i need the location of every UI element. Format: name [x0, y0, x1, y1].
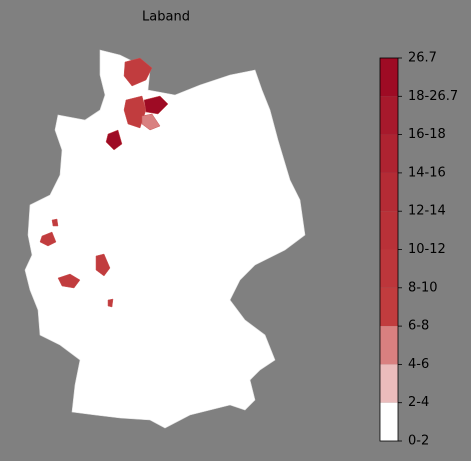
highlighted-regions	[39, 57, 169, 308]
colorbar-segment	[380, 402, 398, 441]
colorbar-segment	[380, 96, 398, 135]
germany-map	[24, 49, 306, 429]
colorbar-segment	[380, 326, 398, 365]
colorbar-segment	[380, 249, 398, 288]
colorbar-label: 6-8	[408, 319, 429, 334]
colorbar-segment	[380, 364, 398, 403]
colorbar-segment	[380, 134, 398, 173]
colorbar-segment	[380, 58, 398, 97]
colorbar-label: 26.7	[408, 51, 437, 66]
map-title: Laband	[142, 10, 190, 25]
colorbar-label: 10-12	[408, 242, 446, 257]
colorbar-segment	[380, 172, 398, 212]
colorbar-label: 8-10	[408, 280, 438, 295]
colorbar-label: 12-14	[408, 204, 446, 219]
colorbar: 26.7 18-26.7 16-18 14-16 12-14 10-12 8-10 6-8 4-…	[379, 51, 458, 449]
colorbar-label: 0-2	[408, 434, 429, 449]
colorbar-segment	[380, 211, 398, 250]
colorbar-segment	[380, 287, 398, 327]
colorbar-label: 16-18	[408, 127, 446, 142]
colorbar-label: 14-16	[408, 165, 446, 180]
colorbar-label: 4-6	[408, 357, 429, 372]
colorbar-label: 18-26.7	[408, 89, 458, 104]
colorbar-label: 2-4	[408, 395, 429, 410]
